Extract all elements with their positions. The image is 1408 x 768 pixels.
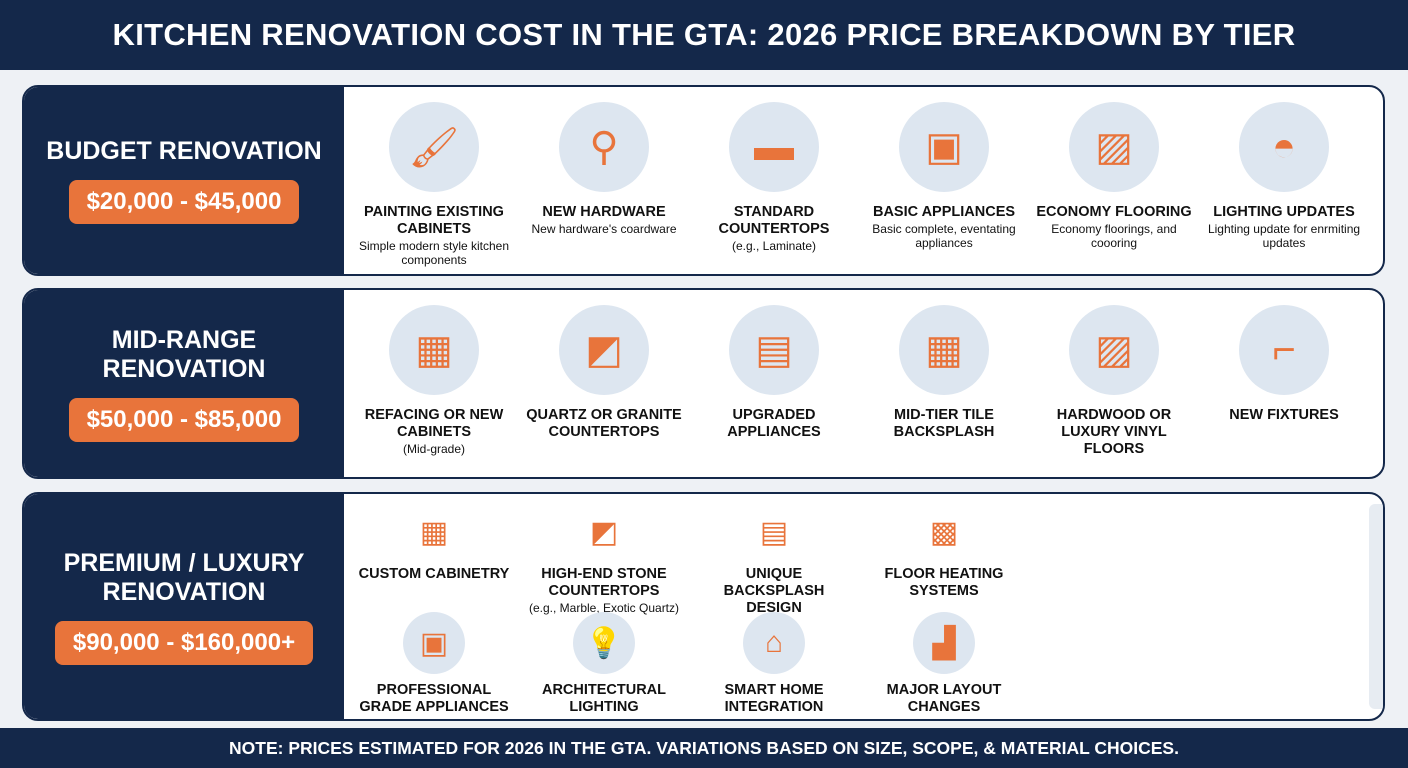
feature-item: ▤ UPGRADED APPLIANCES: [694, 305, 854, 441]
feature-label: MID-TIER TILE BACKSPLASH: [893, 407, 995, 440]
tier-header: BUDGET RENOVATION $20,000 - $45,000: [24, 87, 344, 274]
feature-label: BASIC APPLIANCES: [872, 204, 1016, 220]
feature-description: (e.g., Laminate): [731, 239, 817, 253]
feature-item: ▦ REFACING OR NEW CABINETS (Mid-grade): [354, 305, 514, 456]
feature-item: ⚲ NEW HARDWARE New hardware's coardware: [524, 102, 684, 236]
marble-countertop-icon: ◩: [589, 515, 619, 549]
feature-item: 💡 ARCHITECTURAL LIGHTING: [524, 612, 684, 716]
tier-header: PREMIUM / LUXURY RENOVATION $90,000 - $1…: [24, 494, 344, 719]
feature-label: CUSTOM CABINETRY: [358, 566, 510, 582]
feature-label: PAINTING EXISTING CABINETS: [364, 204, 504, 237]
feature-item: ▨ ECONOMY FLOORING Economy floorings, and …: [1034, 102, 1194, 250]
custom-cabinetry-icon: ▦: [419, 515, 449, 549]
layout-icon: ▟: [913, 612, 975, 674]
feature-label: MAJOR LAYOUT CHANGES: [886, 682, 1002, 715]
feature-item: ◓ LIGHTING UPDATES Lighting update for enr…: [1204, 102, 1364, 250]
feature-label: PROFESSIONAL GRADE APPLIANCES: [359, 682, 509, 715]
feature-label: NEW HARDWARE: [542, 204, 666, 220]
feature-item: ▣ BASIC APPLIANCES Basic complete, eventat…: [864, 102, 1024, 250]
tile-icon: ▦: [899, 305, 989, 395]
feature-label: REFACING OR NEW CABINETS: [364, 407, 504, 440]
pendant-lamp-icon: ◓: [1239, 102, 1329, 192]
tier-budget: BUDGET RENOVATION $20,000 - $45,000 🖌 PAI…: [22, 85, 1385, 276]
feature-item: ◩ QUARTZ OR GRANITE COUNTERTOPS: [524, 305, 684, 441]
price-badge: $90,000 - $160,000+: [54, 620, 314, 665]
faucet-icon: ⌐: [1239, 305, 1329, 395]
feature-label: LIGHTING UPDATES: [1213, 204, 1355, 220]
luxury-kitchen-illustration: [1369, 504, 1383, 709]
backsplash-icon: ▤: [759, 515, 789, 549]
feature-item: ▨ HARDWOOD OR LUXURY VINYL FLOORS: [1034, 305, 1194, 458]
feature-label: QUARTZ OR GRANITE COUNTERTOPS: [526, 407, 682, 440]
cabinets-icon: ▦: [389, 305, 479, 395]
paintbrush-cabinet-icon: 🖌: [389, 102, 479, 192]
feature-label: ECONOMY FLOORING: [1036, 204, 1192, 220]
hardwood-icon: ▨: [1069, 305, 1159, 395]
feature-item: ⌂ SMART HOME INTEGRATION: [694, 612, 854, 716]
feature-description: Economy floorings, and coooring: [1051, 222, 1177, 250]
feature-description: Lighting update for enrmiting updates: [1207, 222, 1361, 250]
tier-name: BUDGET RENOVATION: [46, 137, 322, 165]
feature-description: New hardware's coardware: [531, 222, 677, 236]
tier-name: MID-RANGE RENOVATION: [102, 325, 266, 383]
feature-label: HIGH-END STONE COUNTERTOPS: [541, 566, 667, 599]
smart-home-icon: ⌂: [743, 612, 805, 674]
countertop-icon: ▬: [729, 102, 819, 192]
feature-description: (e.g., Marble, Exotic Quartz): [528, 601, 680, 615]
tier-mid-range: MID-RANGE RENOVATION $50,000 - $85,000 ▦…: [22, 288, 1385, 479]
feature-item: ▩ FLOOR HEATING SYSTEMS: [864, 506, 1024, 600]
feature-description: Basic complete, eventating appliances: [872, 222, 1016, 250]
feature-item: ⌐ NEW FIXTURES: [1204, 305, 1364, 424]
feature-label: SMART HOME INTEGRATION: [724, 682, 824, 715]
feature-label: HARDWOOD OR LUXURY VINYL FLOORS: [1056, 407, 1172, 457]
page-title: KITCHEN RENOVATION COST IN THE GTA: 2026…: [0, 0, 1408, 70]
cabinet-handles-icon: ⚲: [559, 102, 649, 192]
feature-item: ▣ PROFESSIONAL GRADE APPLIANCES: [354, 612, 514, 716]
tier-premium: PREMIUM / LUXURY RENOVATION $90,000 - $1…: [22, 492, 1385, 721]
quartz-countertop-icon: ◩: [559, 305, 649, 395]
feature-label: UNIQUE BACKSPLASH DESIGN: [723, 566, 825, 616]
feature-label: NEW FIXTURES: [1229, 407, 1339, 423]
feature-item: ◩ HIGH-END STONE COUNTERTOPS (e.g., Marble…: [524, 506, 684, 616]
price-badge: $50,000 - $85,000: [68, 397, 300, 442]
pro-oven-icon: ▣: [403, 612, 465, 674]
feature-label: STANDARD COUNTERTOPS: [718, 204, 830, 237]
footer-note: NOTE: PRICES ESTIMATED FOR 2026 IN THE G…: [0, 728, 1408, 768]
feature-item: ▤ UNIQUE BACKSPLASH DESIGN: [694, 506, 854, 617]
tier-name: PREMIUM / LUXURY RENOVATION: [63, 548, 305, 606]
lightbulb-icon: 💡: [573, 612, 635, 674]
floor-heating-icon: ▩: [929, 515, 959, 549]
feature-item: ▦ MID-TIER TILE BACKSPLASH: [864, 305, 1024, 441]
feature-description: Simple modern style kitchen components: [358, 239, 510, 267]
feature-label: ARCHITECTURAL LIGHTING: [541, 682, 667, 715]
feature-item: ▦ CUSTOM CABINETRY: [354, 506, 514, 583]
feature-label: UPGRADED APPLIANCES: [727, 407, 821, 440]
feature-item: ▬ STANDARD COUNTERTOPS (e.g., Laminate): [694, 102, 854, 253]
feature-description: (Mid-grade): [402, 442, 465, 456]
wood-floor-icon: ▨: [1069, 102, 1159, 192]
oven-icon: ▣: [899, 102, 989, 192]
appliances-icon: ▤: [729, 305, 819, 395]
feature-item: ▟ MAJOR LAYOUT CHANGES: [864, 612, 1024, 716]
feature-item: 🖌 PAINTING EXISTING CABINETS Simple modern…: [354, 102, 514, 267]
price-badge: $20,000 - $45,000: [68, 180, 300, 224]
tier-header: MID-RANGE RENOVATION $50,000 - $85,000: [24, 290, 344, 477]
feature-label: FLOOR HEATING SYSTEMS: [884, 566, 1004, 599]
